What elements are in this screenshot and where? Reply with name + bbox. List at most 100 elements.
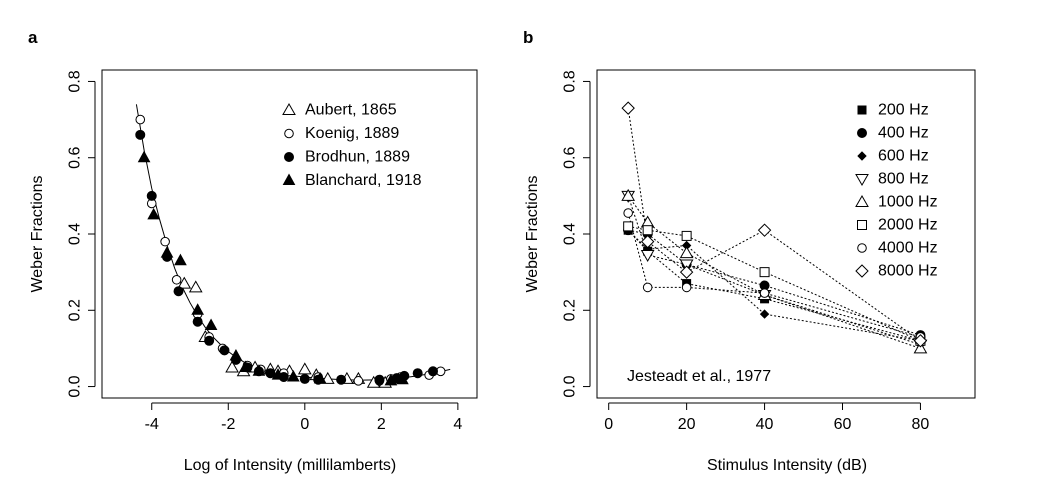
data-point-b [913, 341, 928, 354]
y-tick-label-b: 0.0 [562, 375, 579, 397]
data-point-a [204, 335, 215, 346]
data-point-a [174, 253, 187, 266]
data-point-b [623, 208, 633, 218]
data-point-a [146, 190, 157, 201]
data-point-a [265, 368, 276, 379]
y-tick-label-b: 0.8 [562, 70, 579, 92]
legend-label-b: 1000 Hz [878, 194, 938, 211]
series-line-b [627, 108, 921, 342]
y-tick-label-a: 0.6 [67, 147, 84, 169]
data-point-b [757, 223, 772, 237]
data-point-b [679, 265, 694, 279]
data-point-a [353, 376, 364, 386]
data-point-a [160, 246, 174, 258]
y-tick-label-b: 0.6 [562, 147, 579, 169]
data-point-a [313, 371, 327, 384]
x-tick-label-b: 40 [756, 416, 774, 433]
data-point-a [252, 364, 266, 376]
y-axis-label-a: Weber Fractions [29, 175, 46, 292]
y-axis-b: 0.0 0.2 0.4 0.6 0.8 [562, 70, 591, 398]
legend-marker-b [857, 105, 867, 115]
data-point-a [160, 236, 170, 247]
x-tick-label-a: -2 [221, 416, 235, 433]
legend-label-a: Aubert, 1865 [305, 102, 397, 119]
data-point-b [679, 246, 694, 259]
data-point-b [642, 282, 653, 293]
data-point-b [759, 288, 770, 298]
series-line-b [628, 225, 921, 342]
data-point-a [188, 280, 203, 293]
data-point-a [191, 303, 205, 315]
series-line-b [627, 229, 921, 342]
data-point-a [229, 349, 243, 361]
legend-marker-a [284, 128, 294, 139]
x-axis-label-a: Log of Intensity (millilamberts) [184, 457, 397, 474]
series-line-b [628, 229, 921, 336]
series-line-b [627, 195, 921, 349]
x-tick-label-b: 20 [678, 416, 696, 433]
data-point-a [219, 345, 230, 356]
data-point-a [135, 129, 146, 140]
data-point-a [427, 366, 438, 377]
legend-marker-b [855, 174, 869, 187]
data-point-a [384, 373, 398, 386]
legend-label-b: 400 Hz [878, 125, 929, 142]
legend-label-b: 800 Hz [878, 171, 929, 188]
chart-a: -4 -2 0 2 4 0.0 0.2 0.4 0.6 0.8 Log of Intensity… [29, 69, 478, 474]
y-tick-label-b: 0.2 [562, 299, 579, 321]
data-point-a [192, 316, 203, 327]
y-tick-label-a: 0.0 [67, 375, 84, 397]
data-points-b [621, 101, 928, 354]
x-tick-label-a: 0 [300, 416, 309, 433]
y-tick-label-a: 0.8 [67, 70, 84, 92]
data-point-a [204, 318, 218, 331]
y-tick-label-a: 0.4 [67, 223, 84, 245]
data-point-b [642, 225, 653, 236]
data-point-a [412, 368, 423, 379]
data-point-a [171, 274, 182, 285]
legend-label-a: Koenig, 1889 [305, 125, 399, 142]
series-line-b [627, 229, 921, 342]
legend-marker-a [282, 102, 296, 115]
legend-marker-b [855, 194, 869, 207]
data-point-a [147, 207, 161, 220]
legend-b: 200 Hz 400 Hz 600 Hz 800 Hz 1000 Hz 2000 Hz 40… [855, 102, 938, 280]
legend-label-b: 600 Hz [878, 148, 929, 165]
data-point-b [640, 249, 655, 262]
fit-curve-a [135, 104, 451, 381]
legend-marker-a [282, 173, 296, 185]
legend-marker-b [857, 220, 867, 230]
data-point-b [759, 309, 770, 319]
data-point-b [913, 334, 928, 348]
data-point-b [623, 221, 634, 232]
data-point-b [621, 188, 636, 201]
series-lines-b [627, 108, 921, 349]
fit-curve-line [135, 104, 451, 381]
data-point-a [297, 362, 312, 375]
data-point-a [137, 150, 151, 163]
legend-marker-b [855, 264, 869, 278]
data-point-a [336, 374, 347, 385]
x-axis-a: -4 -2 0 2 4 [145, 402, 462, 433]
legend-label-b: 200 Hz [878, 102, 929, 119]
y-axis-a: 0.0 0.2 0.4 0.6 0.8 [67, 70, 96, 398]
x-tick-label-a: -4 [145, 416, 159, 433]
data-point-b [681, 230, 692, 241]
legend-label-a: Brodhun, 1889 [305, 149, 410, 166]
plot-frame-a [101, 69, 478, 399]
legend-label-b: 8000 Hz [878, 263, 938, 280]
y-tick-label-b: 0.4 [562, 223, 579, 245]
x-tick-label-a: 4 [453, 416, 462, 433]
citation-annotation: Jesteadt et al., 1977 [627, 368, 771, 385]
x-axis-b: 0 20 40 60 80 [604, 402, 929, 433]
legend-marker-b [857, 128, 867, 138]
y-tick-label-a: 0.2 [67, 299, 84, 321]
data-point-a [299, 373, 310, 384]
legend-marker-b [857, 243, 867, 253]
data-point-b [679, 259, 694, 272]
x-axis-label-b: Stimulus Intensity (dB) [707, 457, 867, 474]
data-point-b [621, 101, 635, 115]
plot-frame-b [596, 69, 976, 399]
data-point-a [374, 374, 385, 385]
